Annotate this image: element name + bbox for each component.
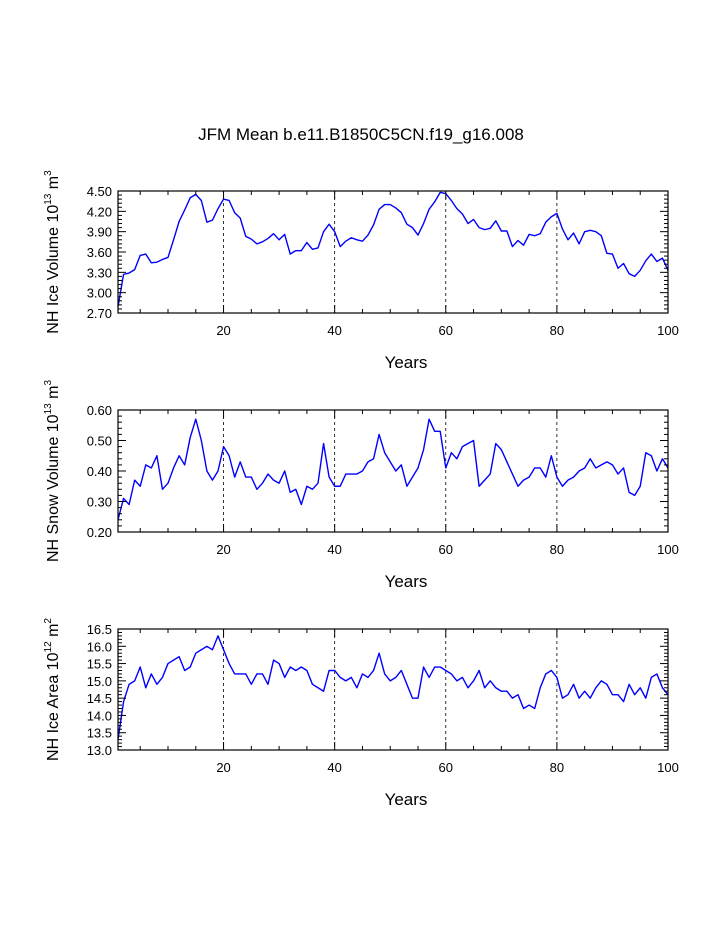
snow-volume-y-tick-label: 0.50 [87, 434, 112, 449]
ice-area-y-tick-label: 14.0 [87, 708, 112, 723]
ice-volume-x-axis-title: Years [385, 353, 428, 372]
panels: 20 40 60 80 100 2.70 3.00 3.30 3.60 3.90 4.20 4.50 Y… [43, 170, 679, 809]
ice-volume-frame [117, 190, 669, 314]
ice-area-y-tick-label: 15.0 [87, 674, 112, 689]
ice-area-x-tick-label: 60 [439, 760, 453, 775]
snow-volume-y-axis-title-unit-exp: 3 [43, 380, 54, 386]
ice-volume-y-tick-label: 3.30 [87, 265, 112, 280]
snow-volume-x-tick-label: 40 [327, 542, 341, 557]
ice-area-y-axis-title: NH Ice Area 1012 m2 [43, 618, 62, 761]
snow-volume-y-tick-label: 0.20 [87, 525, 112, 540]
snow-volume-x-tick-label: 20 [216, 542, 230, 557]
ice-area-y-tick-label: 15.5 [87, 657, 112, 672]
ice-volume-y-axis-title-main: NH Ice Volume 10 [45, 205, 62, 334]
ice-volume-series-line [117, 191, 669, 308]
ice-area-y-axis-title-unit: m [45, 624, 62, 642]
ice-area-x-tick-label: 100 [657, 760, 679, 775]
ice-area-frame [117, 628, 669, 751]
snow-volume-y-tick-label: 0.40 [87, 464, 112, 479]
ice-volume-y-axis-title-unit-exp: 3 [43, 170, 54, 176]
ice-area-y-axis-title-exp: 12 [43, 641, 54, 653]
snow-volume-y-axis-title-main: NH Snow Volume 10 [45, 414, 62, 562]
ice-volume-y-axis-title-unit: m [45, 176, 62, 194]
ice-area-y-tick-label: 16.0 [87, 639, 112, 654]
ice-area-y-tick-label: 16.5 [87, 622, 112, 637]
ice-volume-x-tick-label: 60 [439, 323, 453, 338]
ice-area-x-tick-label: 40 [327, 760, 341, 775]
ice-volume-panel: 20 40 60 80 100 2.70 3.00 3.30 3.60 3.90 4.20 4.50 Y… [43, 170, 679, 372]
snow-volume-x-axis-title: Years [385, 572, 428, 591]
ice-volume-x-tick-label: 80 [550, 323, 564, 338]
ice-area-y-axis-title-unit-exp: 2 [43, 618, 54, 624]
ice-area-y-tick-label: 13.0 [87, 743, 112, 758]
ice-area-y-tick-label: 14.5 [87, 691, 112, 706]
ice-volume-y-tick-label: 2.70 [87, 306, 112, 321]
snow-volume-x-tick-label: 60 [439, 542, 453, 557]
snow-volume-y-axis-title-exp: 13 [43, 403, 54, 415]
ice-area-y-tick-label: 13.5 [87, 726, 112, 741]
ice-volume-y-tick-label: 3.00 [87, 286, 112, 301]
ice-volume-y-tick-label: 4.50 [87, 184, 112, 199]
snow-volume-x-tick-label: 80 [550, 542, 564, 557]
ice-area-y-axis-title-main: NH Ice Area 10 [45, 652, 62, 761]
figure-title: JFM Mean b.e11.B1850C5CN.f19_g16.008 [198, 125, 524, 144]
ice-volume-y-axis-title-exp: 13 [43, 193, 54, 205]
ice-volume-x-tick-label: 100 [657, 323, 679, 338]
ice-area-panel: 20 40 60 80 100 13.0 13.5 14.0 14.5 15.0 15.5 16.0 1… [43, 618, 679, 809]
ice-area-x-axis-title: Years [385, 790, 428, 809]
snow-volume-y-tick-label: 0.60 [87, 403, 112, 418]
ice-area-series-line [117, 635, 669, 740]
snow-volume-panel: 20 40 60 80 100 0.20 0.30 0.40 0.50 0.60 Years NH S… [43, 380, 679, 591]
ice-area-x-tick-label: 20 [216, 760, 230, 775]
snow-volume-y-axis-title: NH Snow Volume 1013 m3 [43, 380, 62, 563]
ice-area-x-tick-label: 80 [550, 760, 564, 775]
snow-volume-y-axis-title-unit: m [45, 386, 62, 404]
ice-volume-y-tick-label: 4.20 [87, 204, 112, 219]
ice-volume-y-tick-label: 3.60 [87, 245, 112, 260]
ice-volume-y-tick-label: 3.90 [87, 225, 112, 240]
snow-volume-x-tick-label: 100 [657, 542, 679, 557]
snow-volume-y-tick-label: 0.30 [87, 495, 112, 510]
ice-volume-x-tick-label: 40 [327, 323, 341, 338]
snow-volume-frame [117, 409, 669, 533]
snow-volume-series-line [117, 418, 669, 520]
ice-volume-x-tick-label: 20 [216, 323, 230, 338]
ice-volume-y-axis-title: NH Ice Volume 1013 m3 [43, 170, 62, 334]
